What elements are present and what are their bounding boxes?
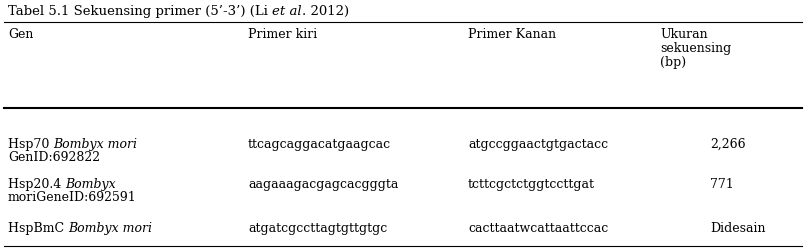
Text: 2,266: 2,266 [710,138,746,151]
Text: atgccggaactgtgactacc: atgccggaactgtgactacc [468,138,608,151]
Text: Bombyx: Bombyx [65,178,116,191]
Text: . 2012): . 2012) [301,5,349,18]
Text: HspBmC: HspBmC [8,222,69,235]
Text: Primer kiri: Primer kiri [248,28,318,41]
Text: (bp): (bp) [660,56,686,69]
Text: sekuensing: sekuensing [660,42,731,55]
Text: aagaaagacgagcacgggta: aagaaagacgagcacgggta [248,178,398,191]
Text: GenID:692822: GenID:692822 [8,151,100,164]
Text: Didesain: Didesain [710,222,766,235]
Text: tcttcgctctggtccttgat: tcttcgctctggtccttgat [468,178,595,191]
Text: atgatcgccttagtgttgtgc: atgatcgccttagtgttgtgc [248,222,387,235]
Text: Primer Kanan: Primer Kanan [468,28,556,41]
Text: Gen: Gen [8,28,33,41]
Text: Hsp20.4: Hsp20.4 [8,178,65,191]
Text: Ukuran: Ukuran [660,28,708,41]
Text: moriGeneID:692591: moriGeneID:692591 [8,191,137,204]
Text: et al: et al [272,5,301,18]
Text: Bombyx mori: Bombyx mori [53,138,137,151]
Text: Hsp70: Hsp70 [8,138,53,151]
Text: ttcagcaggacatgaagcac: ttcagcaggacatgaagcac [248,138,391,151]
Text: Tabel 5.1 Sekuensing primer (5’-3’) (Li: Tabel 5.1 Sekuensing primer (5’-3’) (Li [8,5,272,18]
Text: cacttaatwcattaattccac: cacttaatwcattaattccac [468,222,609,235]
Text: 771: 771 [710,178,733,191]
Text: Bombyx mori: Bombyx mori [69,222,152,235]
